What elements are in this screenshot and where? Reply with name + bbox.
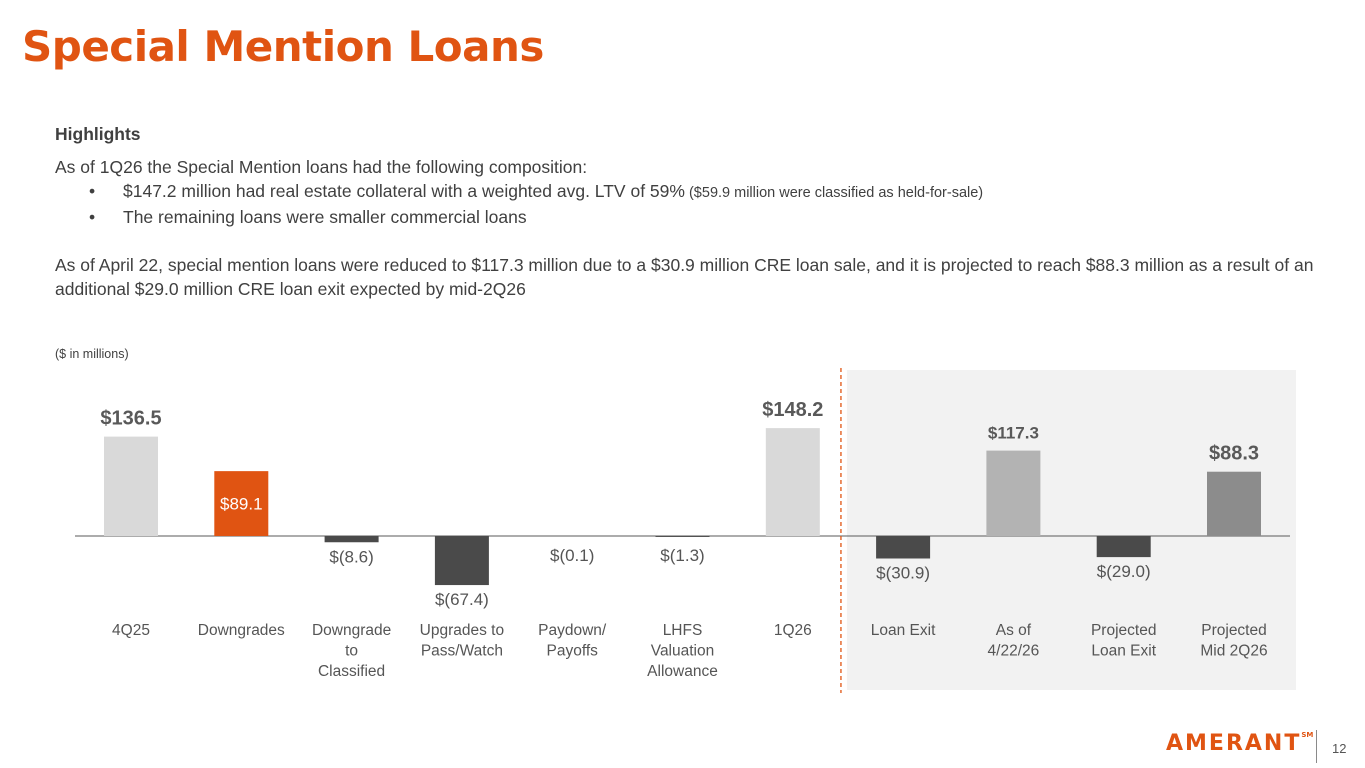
bar-downgrades — [214, 471, 269, 536]
bullet-main-text: The remaining loans were smaller commerc… — [123, 207, 527, 227]
highlights-section: Highlights As of 1Q26 the Special Mentio… — [55, 122, 1325, 301]
data-label-projected-mid-2q26: $88.3 — [1209, 443, 1259, 465]
logo-text: AMERANT — [1166, 731, 1302, 756]
slide-title: Special Mention Loans — [22, 22, 544, 71]
x-tick-label-projected-mid-2q26: Projected Mid 2Q26 — [1200, 622, 1267, 660]
bullet-note-text: ($59.9 million were classified as held-f… — [684, 185, 984, 201]
data-label-4q25: $136.5 — [100, 408, 161, 430]
bar-lhfs-valuation-allowance — [655, 536, 710, 537]
highlights-bullets: $147.2 million had real estate collatera… — [55, 179, 1325, 229]
data-label-downgrades: $89.1 — [220, 495, 263, 514]
x-tick-label-downgrade-to-classified: Downgrade to Classified — [312, 622, 391, 680]
x-tick-label-projected-loan-exit: Projected Loan Exit — [1091, 622, 1157, 660]
bar-projected-loan-exit — [1096, 536, 1151, 558]
chart-units-label: ($ in millions) — [55, 347, 129, 361]
highlight-bullet-commercial: The remaining loans were smaller commerc… — [55, 205, 1325, 229]
bar-upgrades-to-pass-watch — [434, 536, 489, 586]
x-tick-label-lhfs-valuation-allowance: LHFS Valuation Allowance — [647, 622, 718, 680]
data-label-paydown-payoffs: $(0.1) — [550, 546, 594, 565]
data-label-as-of-4-22-26: $117.3 — [988, 424, 1039, 443]
logo-service-mark: SM — [1301, 731, 1314, 739]
data-label-upgrades-to-pass-watch: $(67.4) — [435, 590, 489, 609]
data-label-downgrade-to-classified: $(8.6) — [329, 547, 373, 566]
x-tick-label-paydown-payoffs: Paydown/Payoffs — [538, 622, 607, 660]
x-tick-label-loan-exit: Loan Exit — [871, 622, 936, 639]
highlights-paragraph: As of April 22, special mention loans we… — [55, 255, 1314, 299]
bar-as-of-4-22-26 — [986, 450, 1041, 536]
data-label-loan-exit: $(30.9) — [876, 563, 930, 582]
bar-4q25 — [104, 436, 158, 536]
highlight-bullet-real-estate: $147.2 million had real estate collatera… — [55, 179, 1325, 205]
x-tick-label-1q26: 1Q26 — [774, 622, 812, 639]
x-tick-label-as-of-4-22-26: As of 4/22/26 — [988, 622, 1040, 660]
bar-loan-exit — [876, 536, 931, 559]
bar-projected-mid-2q26 — [1207, 471, 1261, 536]
x-tick-label-4q25: 4Q25 — [112, 622, 150, 639]
x-tick-label-downgrades: Downgrades — [198, 622, 285, 639]
bar-1q26 — [765, 428, 820, 536]
bullet-main-text: $147.2 million had real estate collatera… — [123, 181, 685, 201]
footer-divider — [1316, 730, 1317, 763]
special-mention-waterfall-chart: $136.5 4Q25 $89.1 Downgrades $(8.6) Downgrade… — [75, 368, 1296, 693]
data-label-1q26: $148.2 — [762, 399, 823, 421]
bar-downgrade-to-classified — [324, 536, 379, 543]
highlights-heading: Highlights — [55, 124, 141, 144]
data-label-lhfs-valuation-allowance: $(1.3) — [660, 546, 704, 565]
amerant-logo: AMERANTSM — [1166, 731, 1313, 756]
data-label-projected-loan-exit: $(29.0) — [1097, 562, 1151, 581]
page-number: 12 — [1332, 741, 1347, 756]
x-tick-label-upgrades-to-pass-watch: Upgrades to Pass/Watch — [420, 622, 504, 660]
highlights-intro: As of 1Q26 the Special Mention loans had… — [55, 157, 588, 177]
